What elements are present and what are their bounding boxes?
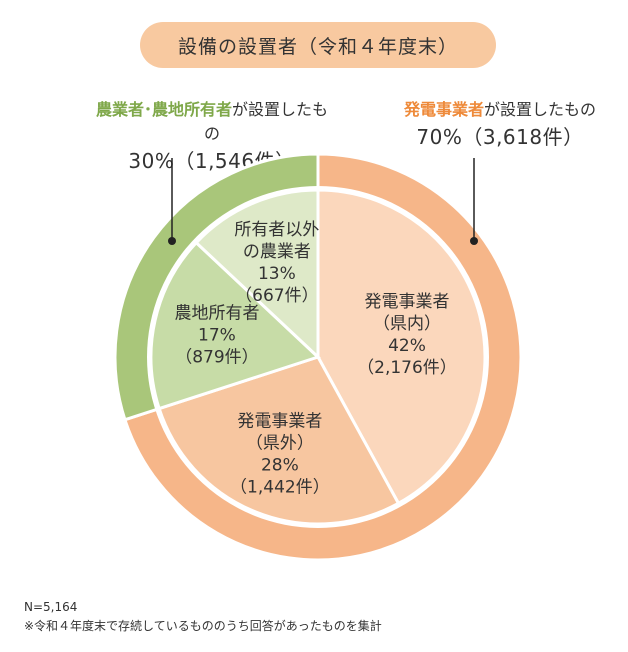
slice-label-3: 所有者以外の農業者 13%（667件） bbox=[234, 220, 319, 306]
sample-size-note: N=5,164 bbox=[24, 600, 78, 614]
callout-power-companies: 発電事業者が設置したもの 70%（3,618件） bbox=[380, 98, 620, 152]
pie-slice-1 bbox=[157, 355, 401, 526]
callout-power-value: 70%（3,618件） bbox=[416, 125, 584, 149]
callout-farmers-rest: が設置したもの bbox=[203, 100, 329, 143]
slice-label-0: 発電事業者（県内） 42%（2,176件） bbox=[357, 292, 457, 378]
pie-slice-0 bbox=[316, 188, 487, 506]
slice-label-2: 農地所有者 17%（879件） bbox=[174, 303, 259, 367]
callout-power-rest: が設置したもの bbox=[484, 100, 597, 119]
pie-slice-3 bbox=[194, 188, 320, 361]
slice-label-1: 発電事業者（県外） 28%（1,442件） bbox=[230, 411, 330, 497]
farmers-leader-dot bbox=[168, 237, 176, 245]
power-leader-dot bbox=[470, 237, 478, 245]
chart-title: 設備の設置者（令和４年度末） bbox=[140, 22, 496, 68]
footnote: ※令和４年度末で存続しているもののうち回答があったものを集計 bbox=[24, 619, 382, 633]
pie-slice-2 bbox=[149, 240, 321, 411]
callout-power-accent: 発電事業者 bbox=[403, 100, 484, 119]
callout-farmers-accent: 農業者･農地所有者 bbox=[95, 100, 232, 119]
